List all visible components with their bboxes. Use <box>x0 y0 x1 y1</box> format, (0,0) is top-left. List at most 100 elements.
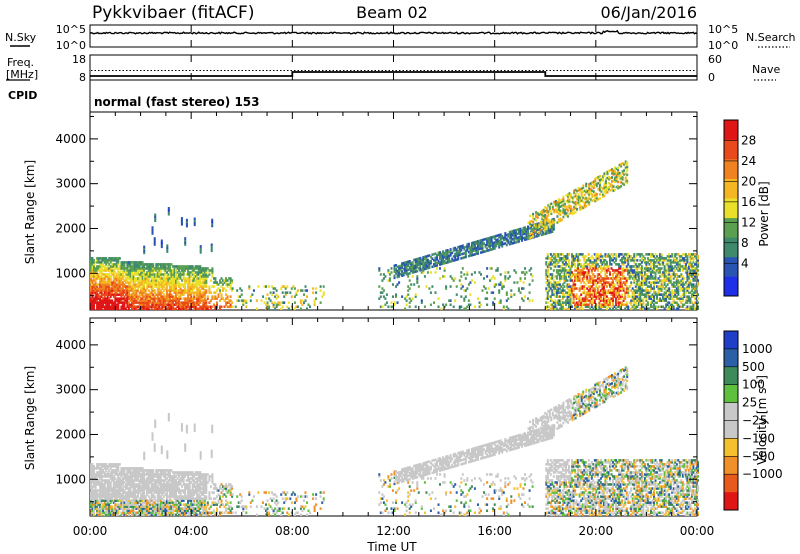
range-cell <box>170 299 173 302</box>
range-cell <box>505 239 508 243</box>
range-cell <box>669 297 672 300</box>
range-cell <box>470 249 473 253</box>
range-cell <box>94 477 97 480</box>
range-cell <box>544 214 547 217</box>
nsky-bottom-tick: 10^0 <box>56 39 86 52</box>
range-cell <box>289 291 292 294</box>
range-cell <box>587 281 590 284</box>
range-cell <box>96 489 99 492</box>
range-cell <box>580 305 583 309</box>
range-cell <box>478 245 481 249</box>
range-cell <box>425 267 428 270</box>
range-cell <box>657 287 660 290</box>
range-cell <box>586 277 589 280</box>
range-cell <box>602 285 605 288</box>
range-cell <box>480 303 483 307</box>
range-cell <box>214 295 217 298</box>
range-cell <box>627 289 630 292</box>
range-cell <box>684 265 687 268</box>
range-cell <box>90 297 93 300</box>
range-cell <box>146 297 149 300</box>
range-cell <box>659 259 662 262</box>
range-cell <box>108 277 111 280</box>
range-cell <box>589 293 592 296</box>
range-cell <box>188 293 191 296</box>
range-cell <box>639 289 642 292</box>
range-cell <box>653 287 656 290</box>
range-cell <box>668 293 671 296</box>
range-cell <box>601 269 604 272</box>
range-cell <box>90 513 93 517</box>
range-cell <box>484 297 487 300</box>
range-cell <box>542 225 545 228</box>
range-cell <box>639 273 642 276</box>
range-cell <box>434 252 437 256</box>
range-cell <box>694 307 697 311</box>
range-cell <box>416 277 419 280</box>
range-cell <box>216 305 219 309</box>
range-cell <box>103 299 106 302</box>
range-cell <box>105 257 108 260</box>
range-cell <box>499 241 502 245</box>
range-cell <box>681 285 684 288</box>
range-cell <box>138 261 141 264</box>
range-cell <box>467 303 470 307</box>
range-cell <box>678 269 681 272</box>
range-cell <box>96 509 99 513</box>
range-cell <box>517 240 520 243</box>
range-cell <box>604 189 607 193</box>
range-cell <box>167 295 170 298</box>
range-cell <box>499 239 502 243</box>
range-cell <box>552 228 555 231</box>
range-cell <box>176 299 179 302</box>
range-cell <box>613 253 616 256</box>
range-cell <box>634 303 637 307</box>
range-cell <box>492 247 495 251</box>
range-cell <box>106 279 109 282</box>
range-cell <box>617 166 620 170</box>
range-cell <box>669 291 672 294</box>
range-cell <box>631 257 634 260</box>
range-cell <box>551 207 554 211</box>
range-cell <box>461 244 464 248</box>
range-cell <box>626 163 629 167</box>
range-cell <box>299 307 302 311</box>
range-cell <box>178 297 181 300</box>
range-cell <box>96 299 99 302</box>
range-cell <box>585 190 588 194</box>
range-cell <box>96 301 99 304</box>
range-cell <box>138 275 141 278</box>
range-cell <box>117 287 120 290</box>
range-cell <box>618 305 621 309</box>
range-cell <box>93 271 96 274</box>
range-cell <box>396 301 399 304</box>
range-cell <box>686 307 689 311</box>
range-cell <box>614 176 617 180</box>
range-cell <box>134 301 137 304</box>
range-cell <box>589 198 592 201</box>
range-cell <box>108 263 111 266</box>
range-cell <box>583 193 586 197</box>
range-cell <box>556 221 559 224</box>
range-cell <box>657 267 660 270</box>
range-cell <box>141 263 144 266</box>
range-cell <box>181 265 184 268</box>
range-cell <box>135 263 138 266</box>
range-cell <box>621 273 624 276</box>
range-cell <box>228 277 231 280</box>
range-cell <box>184 287 187 290</box>
range-cell <box>586 303 589 307</box>
range-cell <box>690 267 693 270</box>
range-cell <box>612 275 615 278</box>
range-cell <box>191 271 194 274</box>
range-cell <box>275 303 278 307</box>
range-cell <box>93 299 96 302</box>
range-cell <box>214 277 217 280</box>
range-cell <box>633 305 636 309</box>
range-cell <box>563 289 566 292</box>
range-cell <box>197 269 200 272</box>
range-cell <box>182 303 185 307</box>
range-cell <box>556 205 559 208</box>
range-cell <box>599 259 602 262</box>
range-cell <box>544 226 547 229</box>
